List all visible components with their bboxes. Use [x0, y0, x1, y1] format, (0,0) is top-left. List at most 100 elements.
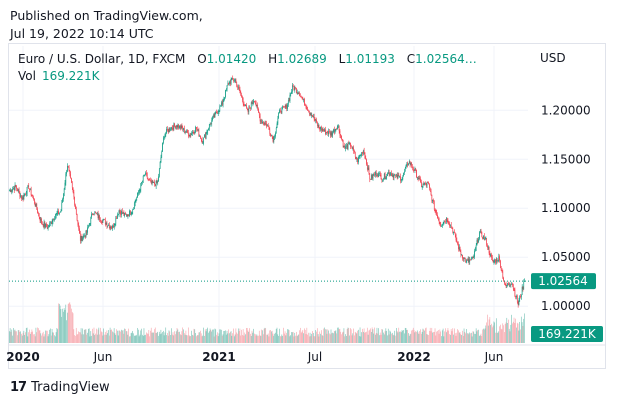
candle-body [272, 137, 274, 142]
candle-body [333, 129, 335, 133]
volume-bar [206, 328, 208, 343]
candle-body [505, 284, 507, 286]
volume-bar [334, 331, 336, 343]
candle-body [160, 157, 162, 162]
volume-bar [291, 332, 293, 343]
volume-bar [13, 330, 15, 343]
volume-bar [420, 333, 422, 343]
volume-bar [126, 331, 128, 343]
candle-body [153, 181, 154, 183]
volume-bar [100, 331, 102, 343]
candle-body [51, 221, 53, 224]
candle-body [379, 173, 381, 175]
candle-body [490, 254, 491, 257]
volume-bar [186, 335, 188, 343]
candle-body [114, 223, 116, 225]
candle-body [512, 285, 514, 289]
volume-bar [46, 330, 47, 343]
candle-body [372, 174, 374, 179]
candle-body [87, 227, 88, 233]
candle-body [458, 243, 459, 250]
candle-body [137, 192, 138, 198]
tradingview-brand[interactable]: 17 TradingView [10, 380, 110, 395]
candle-body [283, 106, 285, 108]
volume-bar [191, 330, 192, 343]
last-price-badge [531, 273, 596, 290]
volume-bar [425, 327, 427, 343]
volume-bar [67, 304, 69, 343]
volume-bar [181, 331, 183, 343]
candle-body [199, 135, 200, 137]
candle-body [142, 175, 144, 181]
volume-bar [396, 327, 397, 343]
volume-bar [488, 319, 490, 343]
volume-bar [222, 334, 224, 343]
candle-body [450, 224, 452, 228]
volume-bar [10, 331, 12, 343]
volume-bar [450, 334, 451, 343]
volume-bar [82, 328, 84, 343]
candle-body [144, 174, 146, 176]
volume-bar [347, 327, 349, 343]
candle-body [434, 209, 436, 211]
volume-bar [253, 328, 254, 343]
volume-bar [260, 336, 262, 343]
candle-body [406, 163, 408, 166]
candle-body [237, 86, 239, 88]
candle-body [83, 235, 84, 238]
volume-bar [255, 335, 257, 343]
volume-bar [485, 325, 487, 343]
volume-bar [316, 331, 317, 343]
candle-body [17, 188, 18, 191]
candle-body [140, 183, 142, 191]
candle-body [155, 180, 157, 187]
candle-body [408, 161, 410, 164]
volume-bar [440, 331, 441, 343]
volume-bar [63, 311, 64, 343]
volume-bar [110, 329, 112, 343]
volume-bar [471, 336, 473, 343]
candle-body [185, 132, 187, 133]
volume-bar [133, 335, 135, 343]
candle-body [179, 125, 181, 129]
volume-bar [226, 330, 228, 343]
volume-bar [299, 330, 300, 343]
volume-bar [183, 333, 185, 343]
volume-bar [359, 327, 361, 343]
candle-body [401, 178, 403, 180]
candle-body [14, 184, 16, 191]
volume-bar [213, 336, 215, 343]
candle-body [500, 268, 502, 271]
volume-bar [182, 327, 183, 343]
candle-body [485, 238, 487, 239]
volume-bar [480, 333, 482, 343]
candle-body [438, 219, 440, 222]
volume-bar [111, 329, 113, 343]
candle-body [422, 184, 424, 187]
volume-bar [152, 332, 154, 343]
candle-body [151, 180, 153, 184]
close-value: 1.02564… [415, 52, 477, 66]
candle-body [398, 174, 400, 177]
candle-body [340, 135, 342, 137]
volume-bar [167, 332, 168, 343]
volume-bar [433, 332, 434, 343]
chart-frame[interactable] [8, 43, 606, 369]
candle-body [169, 128, 171, 131]
volume-bar [437, 331, 438, 343]
volume-bar [81, 334, 83, 343]
candle-body [79, 233, 81, 241]
volume-bar [14, 329, 16, 343]
candle-body [158, 176, 159, 182]
volume-bar [398, 327, 400, 343]
candle-body [466, 260, 468, 261]
candle-body [219, 106, 221, 111]
volume-bar [376, 327, 378, 343]
candle-body [115, 217, 117, 224]
volume-bar [24, 334, 25, 343]
volume-bar [400, 331, 401, 343]
candle-body [59, 211, 61, 213]
volume-bar [124, 328, 125, 343]
volume-bar [197, 335, 199, 343]
